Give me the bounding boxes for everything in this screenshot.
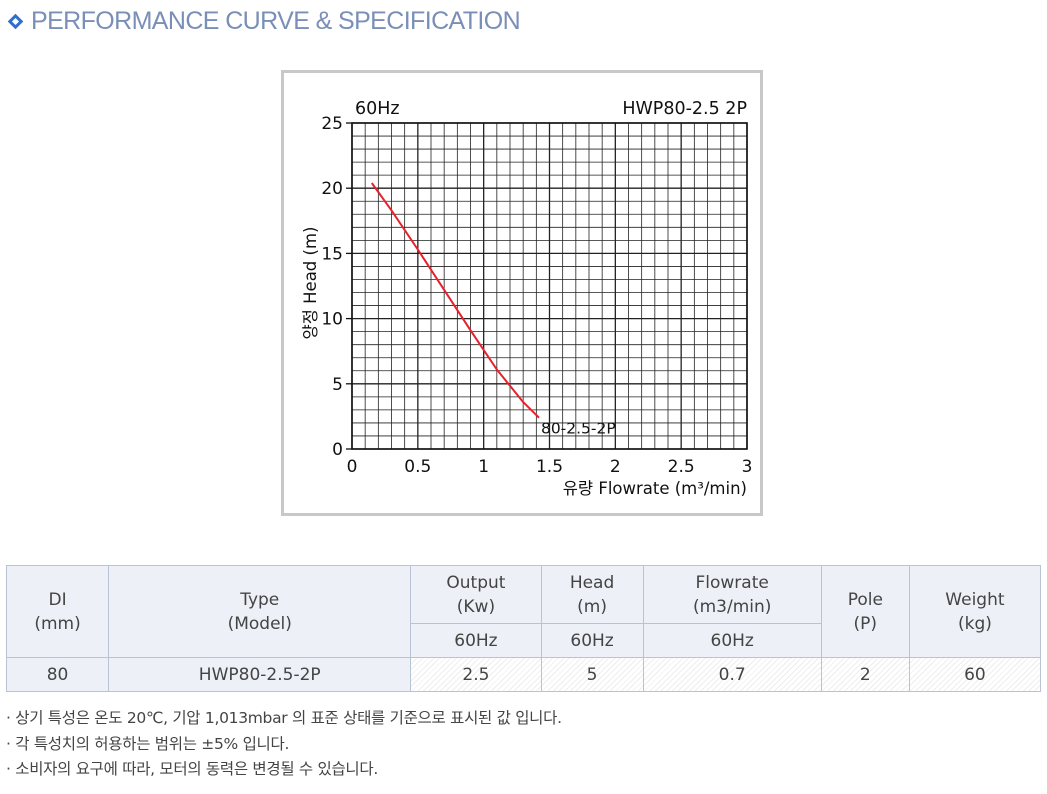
cell-weight: 60	[908, 657, 1042, 692]
x-tick-label: 0.5	[404, 457, 431, 477]
y-tick-label: 5	[332, 375, 343, 395]
x-tick-label: 2	[610, 457, 621, 477]
x-tick-label: 1.5	[536, 457, 563, 477]
x-axis-label: 유량 Flowrate (m³/min)	[563, 479, 747, 498]
cell-output: 2.5	[410, 657, 542, 692]
header-flowrate: Flowrate (m3/min)	[642, 565, 822, 624]
header-head: Head (m)	[540, 565, 644, 624]
y-tick-label: 25	[321, 114, 343, 134]
y-tick-label: 10	[321, 310, 343, 330]
spec-table: DI (mm) Type (Model) Output (Kw) Head (m) Fl…	[5, 565, 1042, 692]
x-tick-label: 3	[742, 457, 753, 477]
notes: · 상기 특성은 온도 20℃, 기압 1,013mbar 의 표준 상태를 기…	[6, 706, 562, 783]
chart-svg: 0 5 10 15 20 25 0 0.5 1 1.5 2 2.5 3 유량 Flowrate (m³/m…	[301, 99, 753, 498]
model-label: HWP80-2.5 2P	[622, 99, 747, 119]
frequency-label: 60Hz	[355, 99, 400, 119]
plot-frame	[351, 122, 748, 450]
subheader-output-hz: 60Hz	[410, 623, 542, 658]
series-line	[370, 182, 540, 419]
cell-model: HWP80-2.5-2P	[108, 657, 412, 692]
note-item: · 소비자의 요구에 따라, 모터의 동력은 변경될 수 있습니다.	[6, 760, 378, 778]
cell-di: 80	[5, 657, 110, 692]
subheader-head-hz: 60Hz	[540, 623, 644, 658]
x-tick-label: 2.5	[668, 457, 695, 477]
x-tick-label: 1	[478, 457, 489, 477]
cell-head: 5	[540, 657, 644, 692]
y-tick-label: 15	[321, 244, 343, 264]
note-item: · 각 특성치의 허용하는 범위는 ±5% 입니다.	[6, 734, 290, 753]
cell-flowrate: 0.7	[642, 657, 822, 692]
header-di: DI (mm)	[5, 565, 110, 658]
y-tick-label: 20	[321, 179, 343, 199]
section-title: PERFORMANCE CURVE & SPECIFICATION	[31, 6, 521, 35]
header-type: Type (Model)	[108, 565, 412, 658]
series-label: 80-2.5-2P	[541, 420, 616, 438]
header-pole: Pole (P)	[820, 565, 910, 658]
header-weight: Weight (kg)	[908, 565, 1042, 658]
performance-chart: 0 5 10 15 20 25 0 0.5 1 1.5 2 2.5 3 유량 Flowrate (m³/m…	[281, 70, 763, 516]
y-axis-label: 양정 Head (m)	[301, 227, 320, 340]
header-output: Output (Kw)	[410, 565, 542, 624]
diamond-bullet-icon	[7, 13, 24, 29]
cell-pole: 2	[820, 657, 910, 692]
subheader-flowrate-hz: 60Hz	[642, 623, 822, 658]
y-tick-label: 0	[332, 440, 343, 460]
table-row: 80 HWP80-2.5-2P 2.5 5 0.7 2 60	[5, 657, 1042, 692]
x-tick-label: 0	[347, 457, 358, 477]
note-item: · 상기 특성은 온도 20℃, 기압 1,013mbar 의 표준 상태를 기…	[6, 709, 562, 727]
section-header: PERFORMANCE CURVE & SPECIFICATION	[6, 6, 521, 36]
